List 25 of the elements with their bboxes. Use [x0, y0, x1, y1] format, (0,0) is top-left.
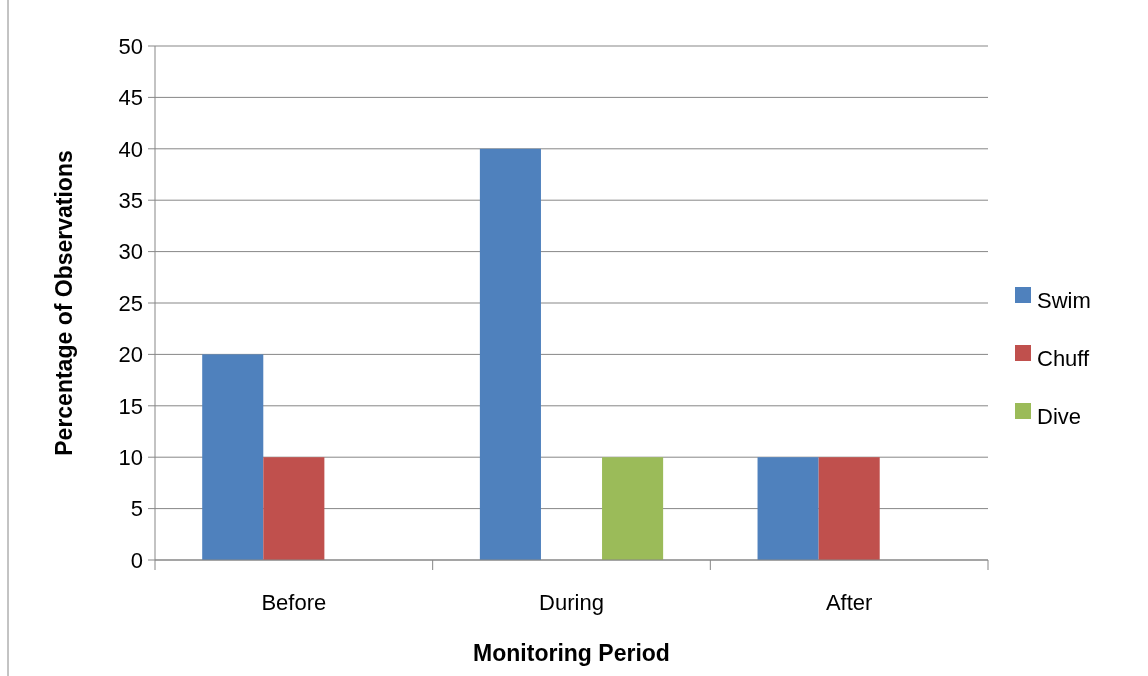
y-tick-label: 15	[118, 393, 143, 419]
y-tick-label: 0	[130, 547, 143, 573]
bar	[602, 457, 664, 560]
y-axis-title: Percentage of Observations	[51, 150, 77, 456]
legend-label: Swim	[1037, 287, 1091, 313]
y-tick-label: 20	[118, 342, 143, 368]
legend-label: Chuff	[1037, 345, 1091, 371]
x-tick-label: After	[825, 590, 873, 615]
y-tick-label: 5	[130, 496, 143, 522]
legend-label: Dive	[1037, 403, 1082, 429]
bar	[202, 354, 264, 560]
y-tick-label: 10	[118, 444, 143, 470]
y-tick-label: 40	[118, 136, 143, 162]
bar	[757, 457, 819, 560]
y-tick-label: 25	[118, 290, 143, 316]
bar	[263, 457, 325, 560]
x-tick-label: During	[539, 590, 604, 615]
x-tick-label: Before	[261, 590, 327, 615]
x-axis-title: Monitoring Period	[473, 640, 670, 666]
y-tick-label: 50	[118, 33, 143, 59]
y-tick-label: 45	[118, 85, 143, 111]
y-tick-label: 30	[118, 239, 143, 265]
y-tick-label: 35	[118, 187, 143, 213]
bar	[818, 457, 880, 560]
bar	[479, 148, 541, 560]
